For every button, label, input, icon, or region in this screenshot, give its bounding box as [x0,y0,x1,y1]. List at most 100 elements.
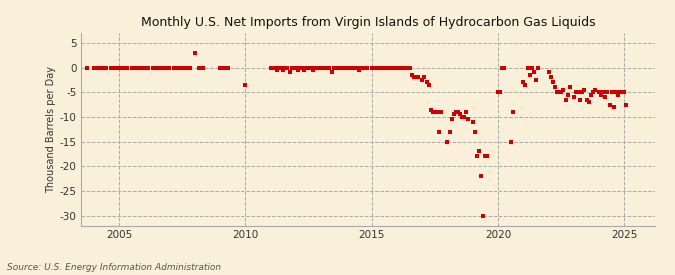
Point [556,90,566,94]
Point [560,97,571,102]
Point [194,65,205,70]
Point [573,90,584,94]
Point [307,68,318,72]
Point [271,68,282,72]
Point [520,82,531,87]
Point [82,65,92,70]
Point [118,65,129,70]
Point [168,65,179,70]
Point [273,65,284,70]
Point [367,65,377,70]
Point [143,65,154,70]
Point [396,65,406,70]
Point [348,65,358,70]
Point [551,90,562,94]
Point [105,65,116,70]
Point [602,90,613,94]
Point [387,65,398,70]
Point [383,65,394,70]
Point [506,139,516,144]
Point [531,78,541,82]
Point [562,92,573,97]
Point [240,82,250,87]
Point [377,65,387,70]
Point [495,90,506,94]
Point [554,90,564,94]
Point [322,65,333,70]
Point [598,90,609,94]
Point [453,110,464,114]
Point [282,65,293,70]
Point [346,65,356,70]
Point [604,102,615,107]
Point [337,65,348,70]
Point [577,90,588,94]
Point [265,65,276,70]
Point [223,65,234,70]
Point [575,97,586,102]
Point [448,112,459,117]
Point [467,120,478,124]
Point [139,65,150,70]
Point [474,149,485,154]
Point [459,115,470,119]
Point [404,65,415,70]
Point [543,70,554,75]
Point [385,65,396,70]
Point [594,90,605,94]
Point [381,65,392,70]
Point [581,97,592,102]
Point [354,68,364,72]
Point [286,65,297,70]
Point [295,65,306,70]
Point [457,115,468,119]
Point [461,110,472,114]
Point [305,65,316,70]
Point [619,90,630,94]
Point [333,65,344,70]
Point [455,112,466,117]
Point [613,92,624,97]
Point [434,130,445,134]
Point [558,87,568,92]
Point [352,65,362,70]
Point [480,154,491,159]
Point [373,65,383,70]
Point [410,75,421,80]
Point [326,70,337,75]
Point [444,130,455,134]
Point [292,68,303,72]
Point [499,65,510,70]
Point [156,65,167,70]
Point [522,65,533,70]
Point [130,65,141,70]
Point [408,75,419,80]
Point [600,95,611,99]
Point [309,65,320,70]
Point [126,65,137,70]
Point [508,110,518,114]
Text: Source: U.S. Energy Information Administration: Source: U.S. Energy Information Administ… [7,263,221,272]
Point [151,65,162,70]
Point [113,65,124,70]
Point [442,139,453,144]
Point [341,65,352,70]
Point [101,65,111,70]
Point [172,65,183,70]
Point [303,65,314,70]
Point [269,65,280,70]
Point [88,65,99,70]
Point [533,65,543,70]
Point [431,110,442,114]
Title: Monthly U.S. Net Imports from Virgin Islands of Hydrocarbon Gas Liquids: Monthly U.S. Net Imports from Virgin Isl… [140,16,595,29]
Point [587,90,598,94]
Point [215,65,225,70]
Point [330,65,341,70]
Point [284,70,295,75]
Point [606,90,617,94]
Point [450,110,461,114]
Point [446,117,457,122]
Point [585,92,596,97]
Point [423,82,434,87]
Point [608,105,619,109]
